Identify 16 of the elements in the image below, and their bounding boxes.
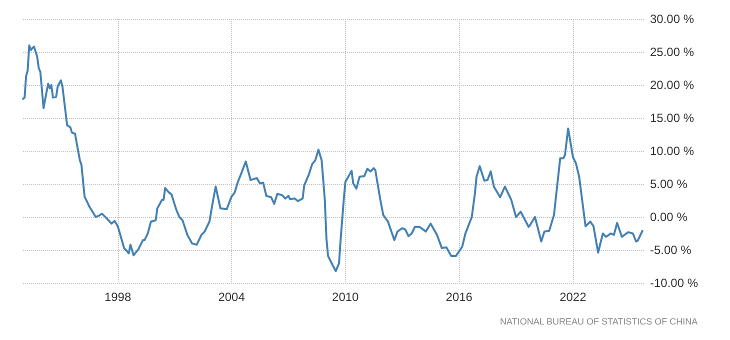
y-tick-label: 25.00 % — [650, 45, 694, 59]
x-tick-label: 2010 — [332, 290, 360, 304]
text: NATIONAL BUREAU OF STATISTICS OF CHINA — [500, 316, 698, 326]
y-tick-label: 10.00 % — [650, 144, 694, 158]
y-tick-label: 0.00 % — [650, 210, 688, 224]
y-tick-label: -5.00 % — [650, 243, 692, 257]
y-tick-label: -10.00 % — [650, 276, 698, 290]
x-tick-label: 1998 — [104, 290, 132, 304]
y-tick-label: 5.00 % — [650, 177, 688, 191]
line-series — [22, 44, 644, 272]
x-tick-label: 2004 — [218, 290, 246, 304]
y-tick-label: 15.00 % — [650, 111, 694, 125]
x-tick-label: 2016 — [446, 290, 473, 304]
y-tick-label: 30.00 % — [650, 12, 694, 26]
x-tick-label: 2022 — [560, 290, 587, 304]
y-tick-label: 20.00 % — [650, 78, 694, 92]
